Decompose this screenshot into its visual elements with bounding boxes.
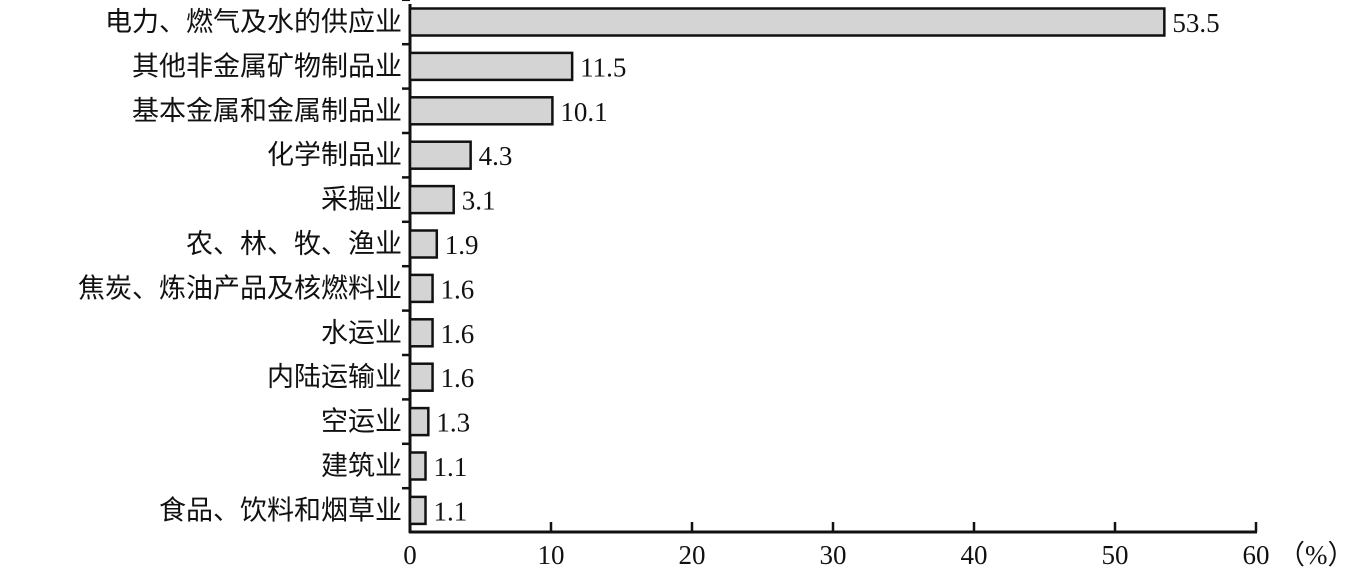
value-label: 1.9	[445, 230, 479, 260]
value-label: 1.3	[436, 408, 470, 438]
category-label: 农、林、牧、渔业	[186, 229, 402, 259]
value-label: 1.6	[441, 363, 475, 393]
bar	[408, 7, 1166, 37]
x-tick-label: 30	[820, 540, 847, 570]
value-label: 3.1	[462, 186, 496, 216]
category-label: 基本金属和金属制品业	[132, 96, 402, 126]
category-label: 内陆运输业	[267, 362, 402, 392]
value-label: 1.1	[434, 496, 468, 526]
value-label: 1.1	[434, 452, 468, 482]
category-label: 化学制品业	[267, 140, 402, 170]
category-label: 建筑业	[321, 451, 402, 481]
bar	[408, 140, 472, 170]
x-tick-label: 40	[961, 540, 988, 570]
bar	[408, 451, 427, 481]
x-tick-label: 20	[679, 540, 706, 570]
x-tick-label: 10	[538, 540, 565, 570]
category-label: 电力、燃气及水的供应业	[105, 7, 402, 37]
category-label: 食品、饮料和烟草业	[159, 495, 402, 525]
bar	[408, 406, 430, 437]
value-label: 11.5	[580, 52, 626, 82]
bar	[408, 96, 554, 126]
x-tick-label: 0	[403, 540, 417, 570]
x-axis-unit: （%）	[1278, 540, 1355, 570]
category-label: 焦炭、炼油产品及核燃料业	[78, 273, 402, 303]
value-label: 10.1	[560, 97, 607, 127]
value-label: 1.6	[441, 274, 475, 304]
value-label: 1.6	[441, 319, 475, 349]
category-label: 采掘业	[321, 185, 402, 215]
category-label: 空运业	[321, 407, 402, 437]
bar	[408, 362, 434, 392]
bar	[408, 318, 434, 348]
value-label: 53.5	[1172, 8, 1219, 38]
category-label: 其他非金属矿物制品业	[132, 51, 402, 81]
category-label: 水运业	[321, 318, 402, 348]
bar	[408, 273, 434, 304]
bar	[408, 229, 439, 259]
x-tick-label: 60	[1243, 540, 1270, 570]
bar	[408, 51, 574, 82]
value-label: 4.3	[479, 141, 513, 171]
bar	[408, 495, 427, 526]
x-tick-label: 50	[1102, 540, 1129, 570]
bar	[408, 184, 455, 215]
